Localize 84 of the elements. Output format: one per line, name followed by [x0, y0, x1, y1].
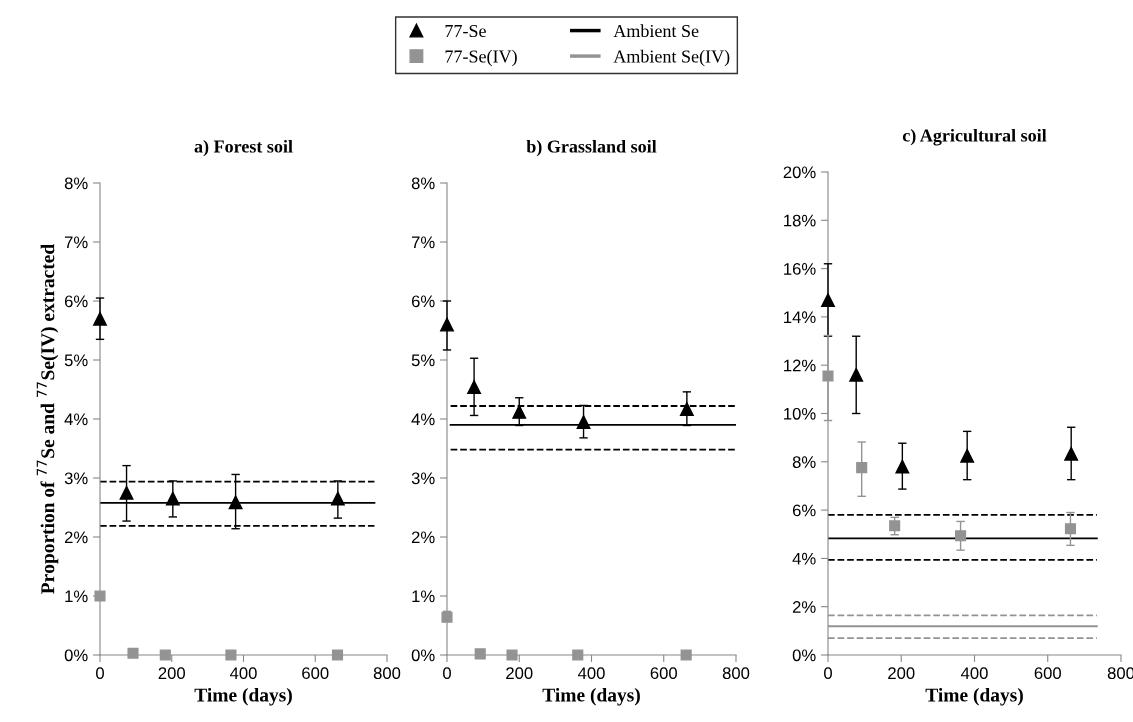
y-tick-label: 20%: [783, 166, 816, 179]
x-tick-label: 0: [824, 667, 832, 680]
point: [330, 491, 345, 506]
point: [821, 293, 835, 307]
legend-label: 77-Se(IV): [445, 49, 517, 67]
point: [506, 649, 518, 661]
point: [572, 649, 584, 661]
x-tick-label: 600: [650, 667, 677, 680]
legend-label: Ambient Se: [613, 24, 699, 38]
point: [474, 648, 486, 660]
y-tick-label: 8%: [792, 456, 816, 468]
legend-label: 77-Se: [445, 24, 486, 38]
x-tick-label: 0: [96, 667, 104, 680]
x-tick-label: 200: [158, 667, 185, 680]
y-tick-label: 6%: [411, 295, 435, 308]
point: [895, 459, 910, 474]
y-tick-label: 6%: [792, 504, 816, 517]
x-tick-label: 0: [443, 667, 451, 680]
point: [127, 647, 139, 659]
point: [94, 590, 106, 602]
point: [93, 311, 107, 326]
x-tick-label: 400: [229, 667, 257, 680]
point: [1064, 523, 1077, 535]
point: [822, 370, 834, 382]
point: [119, 485, 134, 500]
point: [467, 380, 482, 395]
x-tick-label: 200: [506, 667, 533, 680]
chart-title: a) Forest soil: [194, 139, 293, 157]
x-tick-label: 600: [1034, 667, 1061, 680]
point: [440, 317, 454, 332]
point: [331, 649, 344, 661]
y-tick-label: 4%: [64, 413, 88, 426]
y-tick-label: 0%: [792, 649, 816, 662]
y-tick-label: 4%: [411, 413, 435, 426]
x-axis-title: Time (days): [542, 687, 640, 706]
y-tick-label: 1%: [65, 590, 88, 603]
y-tick-label: 1%: [412, 590, 435, 603]
point: [955, 530, 967, 542]
point: [849, 367, 864, 382]
y-tick-label: 6%: [64, 295, 88, 308]
x-tick-label: 600: [302, 667, 329, 680]
y-tick-label: 7%: [64, 236, 88, 249]
y-tick-label: 2%: [792, 601, 816, 613]
x-tick-label: 800: [373, 667, 401, 680]
point: [960, 448, 975, 463]
y-tick-label: 3%: [411, 472, 435, 485]
y-tick-label: 5%: [64, 354, 88, 367]
y-tick-label: 2%: [64, 531, 88, 544]
y-tick-label: 0%: [411, 649, 435, 662]
y-tick-label: 3%: [64, 472, 88, 485]
y-tick-label: 0%: [64, 649, 88, 662]
x-axis-title: Time (days): [925, 687, 1023, 706]
y-tick-label: 8%: [411, 177, 435, 190]
point: [1064, 446, 1079, 461]
point: [159, 649, 171, 661]
point: [228, 495, 243, 510]
legend-label: Ambient Se(IV): [613, 49, 730, 67]
point: [441, 611, 453, 623]
point: [225, 649, 237, 661]
point: [889, 520, 901, 532]
x-tick-label: 800: [722, 667, 750, 680]
x-axis-title: Time (days): [194, 687, 292, 706]
point: [576, 415, 591, 429]
point: [512, 404, 527, 419]
y-tick-label: 8%: [64, 177, 88, 190]
chart-title: c) Agricultural soil: [902, 128, 1047, 146]
y-axis-title: Proportion of $^{77}$Se and $^{77}$Se(IV) extracted: [36, 244, 59, 594]
y-tick-label: 2%: [411, 531, 435, 544]
y-tick-label: 16%: [784, 263, 816, 275]
y-tick-label: 7%: [411, 236, 435, 249]
chart-title: b) Grassland soil: [526, 139, 657, 157]
y-tick-label: 18%: [784, 214, 816, 227]
point: [679, 402, 694, 416]
point: [165, 491, 180, 506]
x-tick-label: 400: [960, 667, 988, 680]
point: [680, 649, 692, 661]
point: [856, 462, 868, 474]
y-tick-label: 12%: [784, 359, 816, 372]
y-tick-label: 4%: [792, 552, 816, 565]
x-tick-label: 200: [888, 667, 915, 680]
y-tick-label: 5%: [411, 354, 435, 367]
x-tick-label: 400: [577, 667, 605, 680]
y-tick-label: 10%: [784, 407, 816, 420]
y-tick-label: 14%: [784, 311, 816, 324]
